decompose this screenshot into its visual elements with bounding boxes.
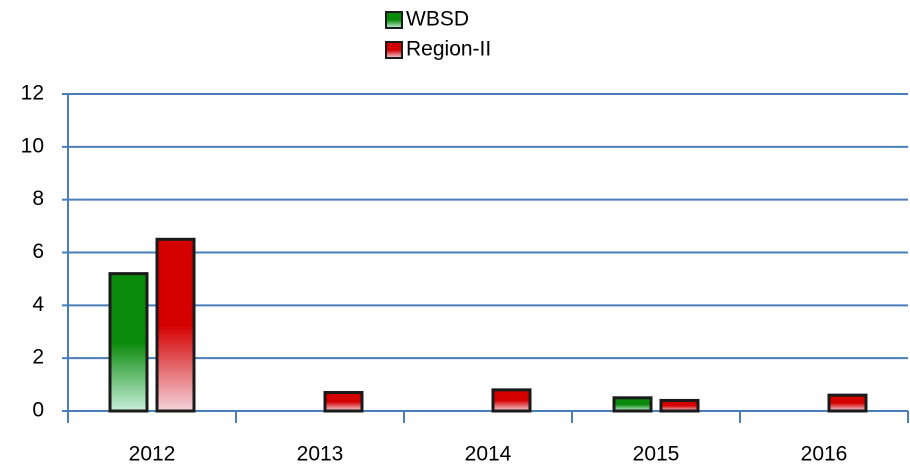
y-tick-label: 10 <box>21 134 44 157</box>
y-tick-label: 8 <box>32 187 44 210</box>
legend-label: Region-II <box>406 38 491 61</box>
y-tick-label: 12 <box>21 82 44 105</box>
bar <box>827 393 868 413</box>
y-tick-label: 2 <box>32 346 44 369</box>
x-tick-label: 2015 <box>633 443 680 466</box>
legend-swatch <box>385 11 403 29</box>
y-tick-label: 0 <box>32 399 44 422</box>
bar <box>491 388 532 413</box>
y-tick-label: 6 <box>32 240 44 263</box>
bar <box>108 272 149 413</box>
y-tick-label: 4 <box>32 293 44 316</box>
x-tick-label: 2014 <box>465 443 512 466</box>
bar <box>323 391 364 413</box>
legend-label: WBSD <box>406 8 469 31</box>
bar <box>612 396 653 413</box>
x-tick-label: 2013 <box>297 443 344 466</box>
x-tick-label: 2012 <box>129 443 176 466</box>
bar <box>155 237 196 413</box>
legend-swatch <box>385 41 403 59</box>
bar <box>659 398 700 413</box>
x-tick-label: 2016 <box>801 443 848 466</box>
